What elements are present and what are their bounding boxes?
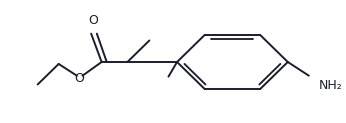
Text: O: O (75, 72, 85, 85)
Text: NH₂: NH₂ (318, 79, 342, 92)
Text: O: O (88, 14, 98, 27)
